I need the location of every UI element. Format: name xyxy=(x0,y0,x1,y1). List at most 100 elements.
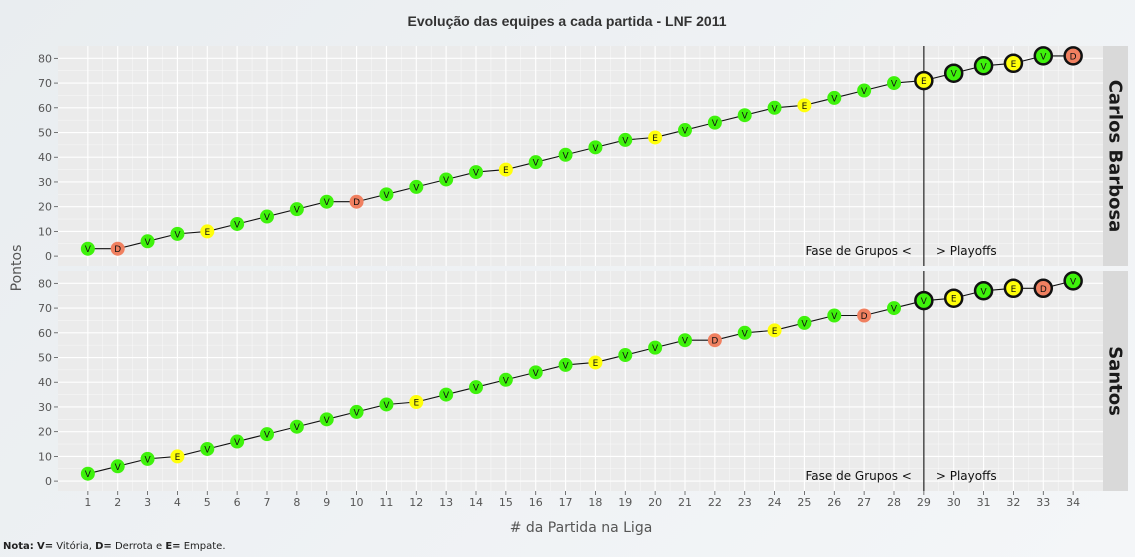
data-point xyxy=(973,56,994,76)
data-point-label: V xyxy=(712,119,719,129)
data-point xyxy=(558,357,573,372)
data-point xyxy=(827,90,842,105)
data-point xyxy=(110,241,125,256)
x-tick-label: 33 xyxy=(1036,496,1050,509)
data-point-label: D xyxy=(353,198,360,208)
facet-strip xyxy=(1103,46,1128,266)
data-point xyxy=(827,308,842,323)
y-tick-label: 20 xyxy=(38,201,52,214)
x-tick-label: 26 xyxy=(827,496,841,509)
data-point xyxy=(260,209,274,224)
note-prefix: Nota: xyxy=(3,541,34,552)
data-point-label: D xyxy=(1040,285,1047,295)
annotation-group-phase: Fase de Grupos < xyxy=(806,469,912,483)
y-tick-label: 80 xyxy=(38,52,52,65)
data-point-label: D xyxy=(711,337,718,347)
x-tick-label: 23 xyxy=(738,496,752,509)
data-point-label: E xyxy=(772,327,778,337)
data-point xyxy=(260,427,274,442)
data-point xyxy=(943,63,964,83)
data-point-label: E xyxy=(802,102,808,112)
data-point xyxy=(797,98,812,113)
data-point xyxy=(973,281,994,301)
data-point xyxy=(110,459,125,474)
data-point xyxy=(678,333,692,348)
data-point-label: V xyxy=(85,245,92,255)
data-point xyxy=(319,412,334,427)
data-point xyxy=(1003,278,1024,299)
x-tick-label: 16 xyxy=(529,496,543,509)
data-point xyxy=(528,155,543,170)
data-point xyxy=(737,325,752,340)
x-tick-label: 21 xyxy=(678,496,692,509)
x-tick-label: 10 xyxy=(350,496,364,509)
data-point-label: V xyxy=(861,87,868,97)
x-tick-label: 17 xyxy=(559,496,573,509)
data-point-label: V xyxy=(771,104,778,114)
data-point-label: V xyxy=(1040,52,1047,62)
data-point-label: E xyxy=(1011,285,1017,295)
data-point-label: V xyxy=(413,183,420,193)
data-point xyxy=(857,308,872,323)
data-point xyxy=(349,404,364,419)
data-point xyxy=(469,380,483,395)
x-tick-label: 12 xyxy=(409,496,423,509)
data-point-label: V xyxy=(562,151,569,161)
data-point-label: V xyxy=(980,62,987,72)
x-tick-label: 15 xyxy=(499,496,513,509)
data-point-label: D xyxy=(861,312,868,322)
x-tick-label: 29 xyxy=(917,496,931,509)
data-point-label: V xyxy=(951,70,958,80)
data-point xyxy=(498,372,513,387)
data-point xyxy=(618,132,633,147)
data-point xyxy=(140,451,155,466)
data-point xyxy=(439,387,454,402)
data-point-label: V xyxy=(921,297,928,307)
y-tick-label: 0 xyxy=(45,250,52,263)
data-point xyxy=(943,288,964,308)
data-point xyxy=(887,301,901,316)
data-point-label: V xyxy=(324,416,331,426)
x-tick-label: 27 xyxy=(857,496,871,509)
x-tick-label: 2 xyxy=(114,496,121,509)
data-point-label: V xyxy=(264,431,271,441)
data-point xyxy=(678,123,692,138)
note-v-key: V= xyxy=(36,541,54,552)
y-tick-label: 10 xyxy=(38,450,52,463)
data-point-label: V xyxy=(742,329,749,339)
data-point-label: V xyxy=(891,305,898,315)
data-point-label: V xyxy=(234,220,241,230)
data-point-label: E xyxy=(503,166,509,176)
data-point xyxy=(230,216,245,231)
x-tick-label: 22 xyxy=(708,496,722,509)
data-point-label: V xyxy=(533,159,540,169)
data-point xyxy=(767,323,782,338)
data-point xyxy=(289,419,304,434)
data-point-label: V xyxy=(682,127,689,137)
y-tick-label: 60 xyxy=(38,327,52,340)
data-point xyxy=(558,147,573,162)
data-point-label: V xyxy=(1070,277,1077,287)
data-point xyxy=(648,130,663,145)
data-point-label: V xyxy=(294,206,301,216)
data-point xyxy=(80,466,95,481)
data-point-label: E xyxy=(175,453,181,463)
note-d-key: D= xyxy=(95,541,112,552)
data-point-label: E xyxy=(921,77,927,87)
facet-strip-label: Santos xyxy=(1105,346,1126,416)
annotation-group-phase: Fase de Grupos < xyxy=(806,244,912,258)
data-point-label: V xyxy=(443,176,450,186)
annotation-playoffs: > Playoffs xyxy=(936,469,997,483)
data-point xyxy=(409,395,424,410)
data-point-label: D xyxy=(114,245,121,255)
x-tick-label: 24 xyxy=(768,496,782,509)
data-point-label: D xyxy=(1070,52,1077,62)
series-line xyxy=(87,280,1074,475)
note-v-text: Vitória, xyxy=(53,541,96,552)
data-point-label: E xyxy=(593,359,599,369)
data-point xyxy=(618,348,633,363)
facet-strip-label: Carlos Barbosa xyxy=(1105,80,1126,233)
data-point-label: V xyxy=(473,169,480,179)
data-point-label: V xyxy=(980,287,987,297)
